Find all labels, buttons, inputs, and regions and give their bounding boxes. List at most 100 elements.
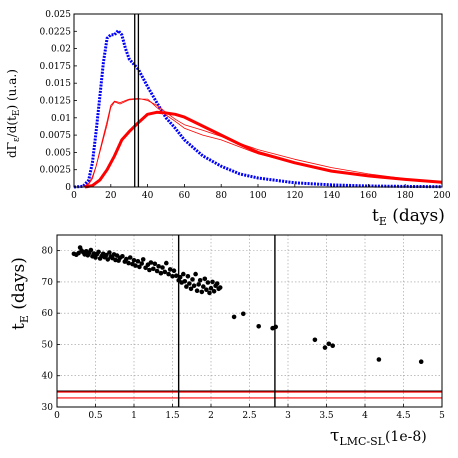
scatter-point (217, 285, 223, 290)
y-tick-label: 30 (42, 403, 54, 413)
scatter-point (214, 281, 220, 286)
scatter-point (201, 284, 206, 289)
scatter-point (156, 264, 161, 269)
scatter-point (124, 256, 129, 262)
y-tick-label: 0.015 (45, 79, 71, 89)
y-tick-label: 0.0025 (40, 166, 72, 176)
top-xlabel-unit: (days) (387, 206, 445, 226)
top-ylabel-sub1: ε (12, 137, 22, 142)
top-chart-vertical-lines (134, 14, 140, 187)
scatter-point (105, 257, 111, 262)
scatter-point (418, 359, 424, 365)
x-tick-label: 0 (71, 191, 77, 201)
scatter-point (107, 250, 112, 255)
scatter-point (167, 267, 173, 272)
scatter-point (241, 311, 246, 317)
top-chart-ylabel: dΓε/d(tE) (u.a.) (5, 69, 22, 158)
x-tick-label: 20 (105, 191, 117, 201)
scatter-point (126, 260, 131, 266)
x-tick-label: 40 (142, 191, 154, 201)
scatter-point (207, 290, 212, 296)
y-tick-label: 0.005 (45, 148, 71, 158)
x-tick-label: 4 (362, 411, 368, 421)
scatter-point (164, 260, 169, 266)
y-tick-label: 70 (42, 278, 54, 288)
top-chart-xlabel: tE (days) (372, 206, 445, 228)
x-tick-label: 2 (208, 411, 214, 421)
y-tick-label: 0.0175 (40, 62, 72, 72)
x-tick-label: 3 (285, 411, 291, 421)
bottom-ylabel-sub: E (18, 315, 31, 323)
scatter-point (193, 271, 198, 277)
scatter-point (188, 286, 194, 292)
scatter-point (88, 247, 94, 253)
x-tick-label: 100 (249, 191, 266, 201)
scatter-point (202, 276, 208, 282)
bottom-chart-panel: 0 0.5 1 1.5 2 2.5 3 3.5 4 4.5 5 30 40 50 60 70 80 τLMC-S… (9, 234, 445, 448)
scatter-point (208, 285, 214, 291)
series-line-2 (83, 98, 443, 188)
scatter-point (152, 261, 158, 267)
x-tick-label: 80 (215, 191, 227, 201)
x-tick-label: 0.5 (88, 411, 103, 421)
scatter-point (196, 282, 201, 287)
y-tick-label: 0.0075 (40, 131, 72, 141)
scatter-point (190, 277, 195, 282)
top-chart-frame (73, 13, 443, 188)
bottom-xlabel-main: τ (330, 426, 339, 446)
bottom-xlabel-sub: LMC-SL (339, 435, 385, 448)
scatter-point (104, 252, 109, 258)
bottom-ylabel-unit: (days) (9, 257, 29, 315)
y-tick-label: 0.0225 (40, 27, 72, 37)
y-tick-label: 0.01 (51, 114, 71, 124)
x-tick-label: 200 (433, 191, 450, 201)
scatter-point (148, 260, 154, 265)
y-tick-label: 40 (42, 372, 54, 382)
scatter-point (137, 264, 142, 270)
top-ylabel-unit: ) (u.a.) (5, 69, 19, 109)
scatter-point (199, 289, 205, 295)
scatter-point (184, 284, 189, 289)
y-tick-label: 50 (42, 340, 54, 350)
scatter-point (127, 255, 133, 260)
scatter-point (204, 287, 209, 293)
top-xlabel-main: t (372, 206, 379, 226)
scatter-point (205, 280, 211, 285)
bottom-chart-points (71, 245, 424, 365)
scatter-point (210, 279, 215, 285)
series-line-0 (73, 29, 443, 189)
top-xlabel-sub: E (379, 215, 387, 228)
y-tick-label: 0.025 (45, 10, 71, 20)
scatter-point (197, 278, 203, 283)
scatter-point (322, 345, 328, 350)
x-tick-label: 2.5 (242, 411, 257, 421)
top-chart-panel: 0 20 40 60 80 100 120 140 160 180 200 0 0.0025 0.005 0… (5, 10, 451, 228)
scatter-point (191, 283, 197, 289)
scatter-point (181, 271, 186, 277)
x-tick-label: 160 (360, 191, 377, 201)
x-tick-label: 4.5 (396, 411, 411, 421)
scatter-point (154, 268, 160, 274)
bottom-chart-xlabel: τLMC-SL(1e-8) (330, 426, 427, 448)
top-ylabel-mid: /d(t (5, 116, 19, 137)
series-line-1 (82, 98, 443, 188)
scatter-point (177, 274, 183, 280)
bottom-chart-horizontal-lines (57, 390, 442, 399)
scatter-point (131, 258, 137, 263)
x-tick-label: 60 (179, 191, 191, 201)
y-tick-label: 0.0125 (40, 97, 72, 107)
x-tick-label: 140 (323, 191, 340, 201)
y-tick-label: 60 (42, 309, 54, 319)
x-tick-label: 180 (397, 191, 414, 201)
x-tick-label: 5 (439, 411, 445, 421)
bottom-chart-ylabel: tE (days) (9, 257, 31, 330)
scatter-point (135, 259, 141, 264)
scatter-point (187, 281, 192, 286)
x-tick-label: 3.5 (319, 411, 334, 421)
scatter-point (194, 288, 200, 294)
scatter-point (256, 324, 262, 329)
y-tick-label: 0.02 (51, 45, 71, 55)
scatter-point (171, 268, 177, 274)
scatter-point (211, 289, 217, 294)
